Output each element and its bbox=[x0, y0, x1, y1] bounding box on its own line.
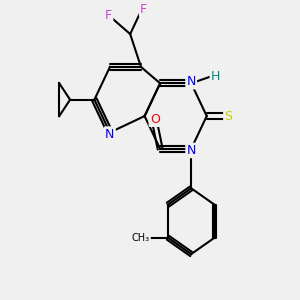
Text: F: F bbox=[105, 10, 112, 22]
Text: CH₃: CH₃ bbox=[132, 232, 150, 243]
Text: F: F bbox=[140, 3, 147, 16]
Text: N: N bbox=[187, 75, 196, 88]
Text: S: S bbox=[224, 110, 232, 123]
Text: N: N bbox=[105, 128, 115, 141]
Text: N: N bbox=[187, 144, 196, 157]
Text: H: H bbox=[211, 70, 220, 83]
Text: O: O bbox=[150, 113, 160, 126]
